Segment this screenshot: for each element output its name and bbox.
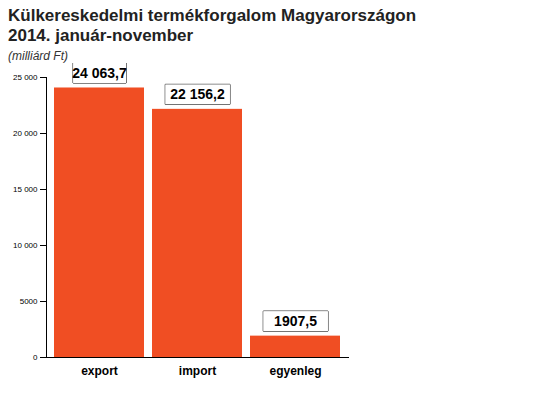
svg-text:20 000: 20 000 bbox=[13, 129, 38, 138]
html-text:(milliárd Ft): (milliárd Ft) bbox=[8, 49, 68, 63]
html-text:Külkereskedelmi termékforgalom: Külkereskedelmi termékforgalom Magyarors… bbox=[8, 6, 417, 25]
svg-text:1907,5: 1907,5 bbox=[274, 313, 317, 329]
svg-text:egyenleg: egyenleg bbox=[269, 364, 321, 378]
svg-text:export: export bbox=[81, 364, 118, 378]
svg-text:import: import bbox=[179, 364, 216, 378]
svg-text:10 000: 10 000 bbox=[13, 241, 38, 250]
svg-text:25 000: 25 000 bbox=[13, 73, 38, 82]
svg-text:15 000: 15 000 bbox=[13, 185, 38, 194]
svg-text:24 063,7: 24 063,7 bbox=[72, 65, 127, 81]
svg-text:22 156,2: 22 156,2 bbox=[170, 86, 225, 102]
svg-text:5000: 5000 bbox=[20, 297, 38, 306]
html-text:2014. január-november: 2014. január-november bbox=[8, 26, 194, 45]
svg-text:0: 0 bbox=[33, 353, 38, 362]
